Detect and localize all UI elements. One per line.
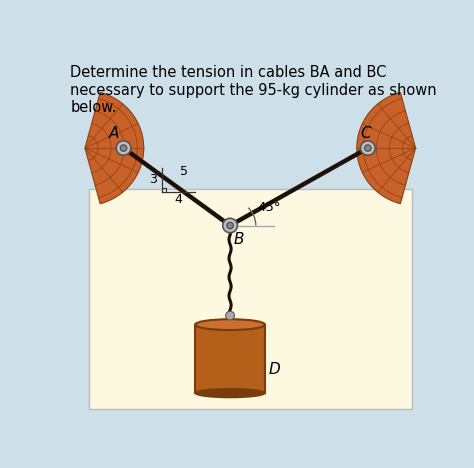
Text: A: A <box>109 126 119 141</box>
Circle shape <box>223 218 237 233</box>
Text: C: C <box>361 126 371 141</box>
Text: Determine the tension in cables BA and BC
necessary to support the 95-kg cylinde: Determine the tension in cables BA and B… <box>70 65 437 115</box>
Ellipse shape <box>195 388 265 398</box>
Circle shape <box>116 141 131 155</box>
Text: 5: 5 <box>180 165 188 178</box>
FancyBboxPatch shape <box>89 190 412 410</box>
Text: B: B <box>234 233 245 248</box>
Circle shape <box>226 311 235 320</box>
Text: 45°: 45° <box>257 201 281 214</box>
Wedge shape <box>357 92 416 204</box>
Text: 4: 4 <box>175 193 182 206</box>
Text: 3: 3 <box>149 173 157 186</box>
Circle shape <box>120 145 127 151</box>
Ellipse shape <box>195 319 265 330</box>
Circle shape <box>365 145 371 151</box>
Text: D: D <box>268 362 280 377</box>
Wedge shape <box>85 92 144 204</box>
Circle shape <box>360 141 375 155</box>
Circle shape <box>227 222 233 229</box>
Bar <box>195 325 265 393</box>
